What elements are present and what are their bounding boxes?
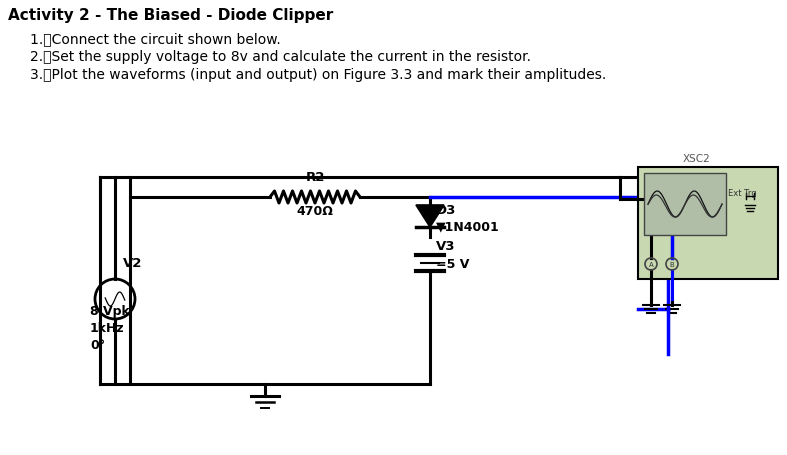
Text: R2: R2: [305, 171, 325, 184]
Text: D3: D3: [436, 203, 456, 217]
Text: 470Ω: 470Ω: [297, 205, 334, 217]
Text: 3.	Plot the waveforms (input and output) on Figure 3.3 and mark their amplitudes: 3. Plot the waveforms (input and output)…: [30, 68, 606, 82]
Text: ▼1N4001: ▼1N4001: [436, 219, 500, 233]
Text: Activity 2 - The Biased - Diode Clipper: Activity 2 - The Biased - Diode Clipper: [8, 8, 333, 23]
Polygon shape: [416, 206, 444, 228]
Text: 1.	Connect the circuit shown below.: 1. Connect the circuit shown below.: [30, 32, 281, 46]
Text: 2.	Set the supply voltage to 8v and calculate the current in the resistor.: 2. Set the supply voltage to 8v and calc…: [30, 50, 531, 64]
Text: V3: V3: [436, 239, 456, 253]
Text: B: B: [670, 262, 674, 268]
Text: 1kHz: 1kHz: [90, 321, 124, 334]
Text: Ext Trg: Ext Trg: [728, 188, 756, 197]
Text: =5 V: =5 V: [436, 258, 469, 270]
Text: XSC2: XSC2: [683, 154, 711, 164]
FancyBboxPatch shape: [644, 174, 726, 236]
Text: V2: V2: [123, 257, 142, 269]
Text: 0°: 0°: [90, 338, 105, 351]
FancyBboxPatch shape: [638, 167, 778, 279]
Text: A: A: [648, 262, 653, 268]
Text: 8 Vpk: 8 Vpk: [90, 304, 130, 317]
